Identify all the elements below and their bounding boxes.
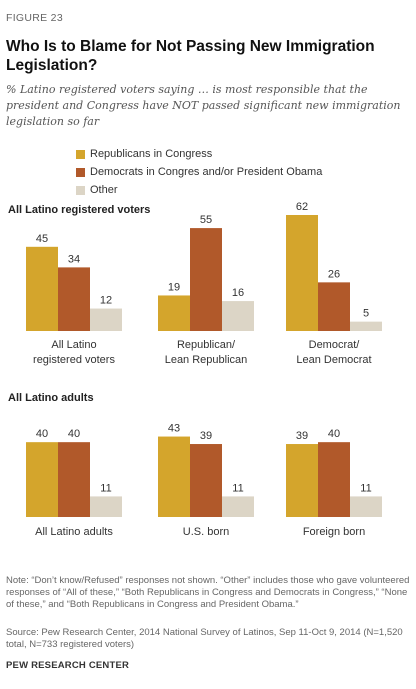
category-label-group-3-line-1: Democrat/ [309,339,361,351]
bar-republicans-group-1 [26,442,58,517]
category-label-group-2-line-1: Republican/ [177,339,236,351]
bar-other-group-3 [350,321,382,331]
bar-republicans-group-3 [286,215,318,331]
data-label-other-group-1: 11 [100,482,111,494]
bar-other-group-1 [90,496,122,517]
data-label-democrats-group-3: 40 [328,428,340,440]
category-label-group-1-line-1: All Latino [51,339,96,351]
bar-other-group-3 [350,496,382,517]
bar-democrats-group-3 [318,282,350,331]
category-label-group-1-line-1: All Latino adults [35,526,113,538]
category-label-group-1-line-2: registered voters [33,354,115,366]
bar-democrats-group-3 [318,442,350,517]
chart-source: Source: Pew Research Center, 2014 Nation… [6,627,403,650]
data-label-other-group-1: 12 [100,295,112,307]
legend-label-republicans: Republicans in Congress [90,148,213,160]
bar-democrats-group-1 [58,442,90,517]
category-label-group-3-line-1: Foreign born [303,526,365,538]
legend-swatch-republicans [76,150,85,159]
bar-republicans-group-3 [286,444,318,517]
brand-label: PEW RESEARCH CENTER [6,660,130,671]
panel-title-registered-voters: All Latino registered voters [8,204,151,216]
legend-item-republicans: Republicans in Congress [76,146,322,163]
legend-swatch-democrats [76,168,85,177]
data-label-republicans-group-1: 40 [36,428,48,440]
category-label-group-3-line-2: Lean Democrat [296,354,371,366]
bar-republicans-group-1 [26,246,58,331]
data-label-other-group-3: 5 [363,308,369,320]
category-label-group-2-line-1: U.S. born [183,526,229,538]
data-label-other-group-2: 11 [232,482,243,494]
data-label-republicans-group-2: 43 [168,423,180,435]
legend-item-other: Other [76,182,322,199]
panel-title-latino-adults: All Latino adults [8,392,94,404]
chart-title: Who Is to Blame for Not Passing New Immi… [6,38,375,74]
bar-other-group-2 [222,496,254,517]
data-label-republicans-group-2: 19 [168,281,180,293]
bar-democrats-group-2 [190,444,222,517]
figure-label: FIGURE 23 [6,12,63,24]
data-label-democrats-group-3: 26 [328,268,340,280]
data-label-other-group-2: 16 [232,287,244,299]
bar-other-group-1 [90,308,122,331]
data-label-democrats-group-2: 39 [200,430,212,442]
chart-note: Note: “Don’t know/Refused” responses not… [6,575,410,610]
legend-item-democrats: Democrats in Congres and/or President Ob… [76,164,322,181]
bar-chart-registered-voters: 45 34 12 All Latino registered voters 19 55 16 R… [26,201,382,366]
bar-democrats-group-1 [58,267,90,331]
bar-other-group-2 [222,301,254,331]
legend-label-democrats: Democrats in Congres and/or President Ob… [90,166,323,178]
data-label-democrats-group-2: 55 [200,214,212,226]
data-label-republicans-group-3: 39 [296,430,308,442]
data-label-democrats-group-1: 40 [68,428,80,440]
bar-republicans-group-2 [158,295,190,331]
bar-democrats-group-2 [190,228,222,331]
legend: Republicans in Congress Democrats in Con… [76,146,322,200]
legend-label-other: Other [90,184,118,196]
legend-swatch-other [76,186,85,195]
data-label-democrats-group-1: 34 [68,253,80,265]
data-label-republicans-group-3: 62 [296,201,308,213]
bar-republicans-group-2 [158,436,190,517]
chart-subtitle: % Latino registered voters saying … is m… [6,83,401,128]
data-label-other-group-3: 11 [360,482,371,494]
bar-chart-latino-adults: 40 40 11 All Latino adults 43 39 11 U.S. born 39… [26,423,382,538]
category-label-group-2-line-2: Lean Republican [165,354,248,366]
data-label-republicans-group-1: 45 [36,233,48,245]
